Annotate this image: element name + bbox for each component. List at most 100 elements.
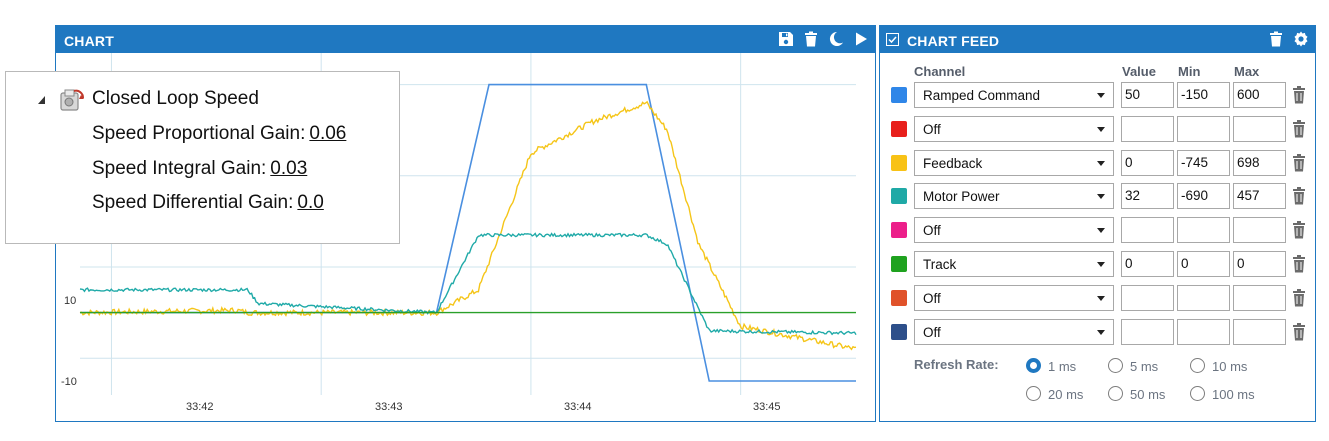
radio-circle (1026, 386, 1041, 401)
channel-select[interactable]: Off (914, 217, 1114, 244)
max-field[interactable]: 0 (1233, 251, 1286, 277)
delete-row-trash-icon[interactable] (1292, 153, 1306, 172)
channel-color-swatch[interactable] (891, 256, 907, 272)
refresh-rate-radio[interactable]: 5 ms (1108, 357, 1178, 375)
channel-color-swatch[interactable] (891, 87, 907, 103)
chevron-down-icon (1097, 160, 1105, 166)
collapse-arrow-icon[interactable] (37, 95, 47, 105)
max-field[interactable]: 600 (1233, 82, 1286, 108)
value-field[interactable] (1121, 115, 1174, 142)
delete-row-trash-icon[interactable] (1292, 221, 1306, 239)
param-value[interactable]: 0.0 (297, 192, 324, 213)
trash-icon[interactable] (803, 31, 819, 47)
channel-color-swatch[interactable] (891, 120, 907, 137)
col-header-min: Min (1178, 64, 1201, 79)
channel-color-swatch[interactable] (891, 323, 907, 340)
value-field[interactable]: 0 (1121, 149, 1174, 176)
delete-row-trash-icon[interactable] (1292, 119, 1306, 138)
min-field[interactable] (1177, 115, 1230, 142)
delete-row-trash-icon[interactable] (1292, 288, 1306, 307)
refresh-rate-radio[interactable]: 1 ms (1026, 357, 1096, 375)
value-field[interactable]: 0 (1121, 251, 1174, 277)
value-field[interactable] (1121, 217, 1174, 244)
chart-header: CHART (56, 26, 875, 53)
channel-color-swatch[interactable] (891, 188, 907, 205)
max-field[interactable] (1233, 115, 1286, 142)
gear-icon[interactable] (1293, 31, 1309, 47)
value-field[interactable] (1121, 284, 1174, 311)
trash-icon[interactable] (1268, 31, 1284, 47)
play-icon[interactable] (853, 31, 869, 47)
x-tick-label: 33:43 (375, 401, 403, 413)
chart-feed-panel: CHART FEED Channel Value Min Max Ramped … (879, 25, 1316, 422)
radio-label: 10 ms (1212, 359, 1248, 374)
value-field[interactable]: 32 (1121, 183, 1174, 210)
min-field[interactable]: -690 (1177, 183, 1230, 210)
channel-select[interactable]: Track (914, 251, 1114, 277)
col-header-channel: Channel (914, 64, 966, 79)
channel-select-value: Ramped Command (923, 88, 1041, 103)
radio-label: 1 ms (1048, 359, 1077, 374)
min-field[interactable]: -150 (1177, 82, 1230, 108)
channel-select-value: Off (923, 290, 941, 306)
radio-circle (1108, 386, 1123, 401)
refresh-rate-radio[interactable]: 20 ms (1026, 385, 1096, 403)
channel-select[interactable]: Motor Power (914, 183, 1114, 210)
closed-loop-speed-popup: Closed Loop Speed Speed Proportional Gai… (5, 71, 400, 244)
min-field[interactable] (1177, 318, 1230, 345)
value-field[interactable]: 50 (1121, 82, 1174, 108)
feed-enable-checkbox[interactable] (886, 33, 899, 46)
radio-circle (1190, 358, 1205, 373)
channel-select[interactable]: Ramped Command (914, 82, 1114, 108)
max-field[interactable] (1233, 284, 1286, 311)
moon-icon[interactable] (828, 31, 844, 47)
max-field[interactable] (1233, 217, 1286, 244)
delete-row-trash-icon[interactable] (1292, 255, 1306, 273)
feed-row: Ramped Command 50 -150 600 (880, 82, 1315, 108)
param-value[interactable]: 0.03 (270, 158, 308, 179)
popup-title: Closed Loop Speed (92, 88, 259, 109)
refresh-rate-radio[interactable]: 100 ms (1190, 385, 1260, 403)
channel-select[interactable]: Off (914, 284, 1114, 311)
speed-differential-gain-row: Speed Differential Gain: 0.0 (92, 192, 324, 214)
delete-row-trash-icon[interactable] (1292, 86, 1306, 104)
value-field[interactable] (1121, 318, 1174, 345)
chevron-down-icon (1097, 126, 1105, 132)
channel-select[interactable]: Off (914, 318, 1114, 345)
chevron-down-icon (1097, 262, 1105, 267)
max-field[interactable]: 457 (1233, 183, 1286, 210)
min-field[interactable] (1177, 217, 1230, 244)
refresh-rate-radio[interactable]: 10 ms (1190, 357, 1260, 375)
min-field[interactable]: -745 (1177, 149, 1230, 176)
feed-row: Motor Power 32 -690 457 (880, 183, 1315, 210)
save-icon[interactable] (778, 31, 794, 47)
delete-row-trash-icon[interactable] (1292, 187, 1306, 205)
y-tick-label: 10 (64, 295, 76, 307)
channel-color-swatch[interactable] (891, 222, 907, 239)
feed-row: Off (880, 284, 1315, 311)
delete-row-trash-icon[interactable] (1292, 322, 1306, 341)
feed-row: Off (880, 115, 1315, 142)
feed-row: Feedback 0 -745 698 (880, 149, 1315, 176)
channel-color-swatch[interactable] (891, 154, 907, 171)
y-tick-label: -10 (61, 376, 77, 388)
max-field[interactable] (1233, 318, 1286, 345)
refresh-rate-radio[interactable]: 50 ms (1108, 385, 1178, 403)
max-field[interactable]: 698 (1233, 149, 1286, 176)
refresh-rate-label: Refresh Rate: (914, 357, 999, 372)
radio-label: 20 ms (1048, 387, 1084, 402)
feed-title: CHART FEED (907, 33, 1000, 49)
feed-row: Track 0 0 0 (880, 251, 1315, 277)
param-value[interactable]: 0.06 (309, 123, 347, 144)
min-field[interactable] (1177, 284, 1230, 311)
chevron-down-icon (1097, 295, 1105, 301)
channel-select[interactable]: Off (914, 115, 1114, 142)
x-tick-label: 33:45 (753, 401, 781, 413)
channel-select[interactable]: Feedback (914, 149, 1114, 176)
radio-circle (1026, 358, 1041, 373)
min-field[interactable]: 0 (1177, 251, 1230, 277)
param-label: Speed Integral Gain: (92, 158, 267, 179)
radio-label: 100 ms (1212, 387, 1255, 402)
x-tick-label: 33:42 (186, 401, 214, 413)
channel-color-swatch[interactable] (891, 289, 907, 306)
